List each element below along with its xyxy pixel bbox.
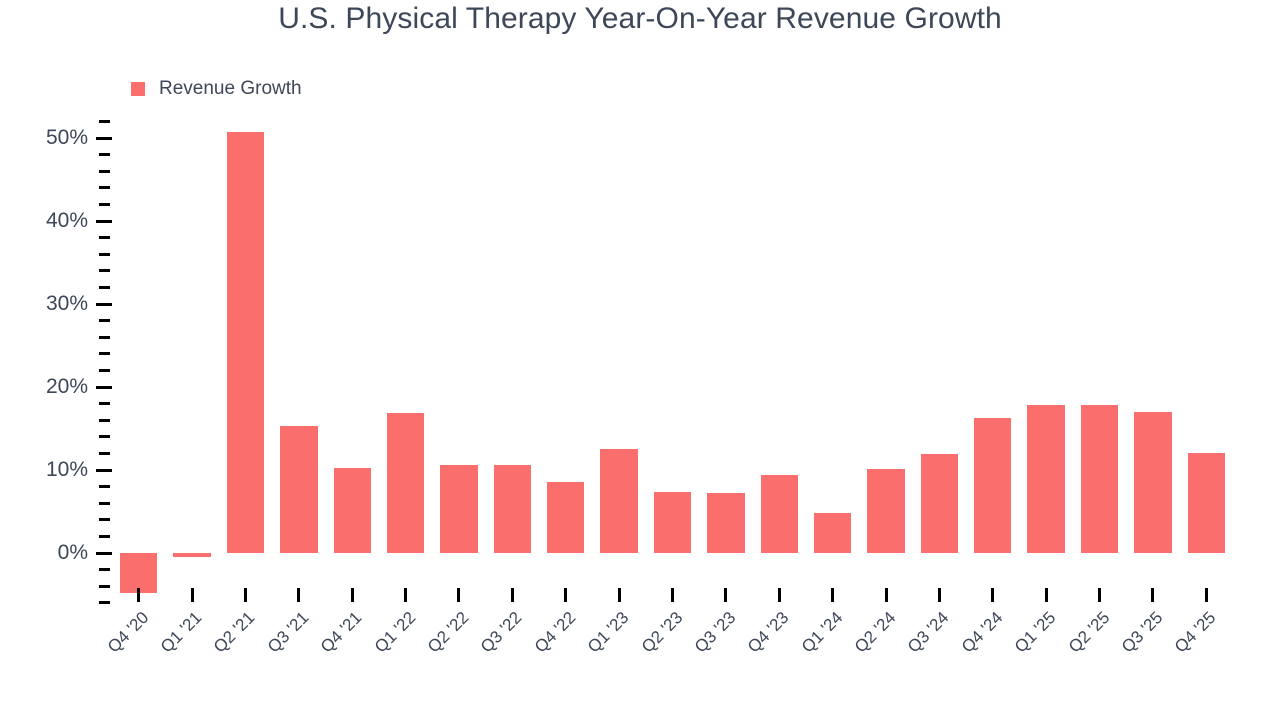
bar[interactable]: [1187, 452, 1225, 553]
y-axis-minor-tick: [99, 186, 110, 190]
bar[interactable]: [1080, 405, 1119, 553]
y-axis-minor-tick: [99, 501, 110, 505]
bar[interactable]: [1027, 405, 1065, 553]
y-axis-tick-label: 50%: [45, 126, 88, 149]
x-axis-tick: [937, 588, 941, 602]
y-axis-minor-tick: [99, 335, 110, 339]
y-axis-tick-label: 0%: [57, 541, 88, 564]
x-axis-tick: [137, 588, 141, 602]
x-axis-tick-label: Q2 '24: [850, 608, 900, 657]
x-axis-tick-label: Q3 '25: [1117, 608, 1167, 657]
bar[interactable]: [493, 465, 532, 553]
y-axis-tick-label: 10%: [45, 458, 88, 481]
bar[interactable]: [920, 454, 959, 553]
y-axis-major-tick: [96, 385, 112, 389]
y-axis-minor-tick: [99, 518, 110, 522]
x-axis-tick: [831, 588, 835, 602]
bar[interactable]: [120, 553, 158, 593]
y-axis-minor-tick: [99, 435, 110, 439]
y-axis-major-tick: [96, 136, 112, 140]
y-axis-minor-tick: [99, 485, 110, 489]
y-axis-minor-tick: [99, 202, 110, 206]
y-axis-major-tick: [96, 468, 112, 472]
y-axis-minor-tick: [99, 451, 110, 455]
x-axis-tick-label: Q4 '20: [103, 608, 153, 657]
y-axis-minor-tick: [99, 269, 110, 273]
y-axis-minor-tick: [99, 418, 110, 422]
bar[interactable]: [386, 412, 425, 553]
x-axis-tick: [564, 588, 568, 602]
x-axis-tick: [297, 588, 301, 602]
y-axis-major-tick: [96, 302, 112, 306]
x-axis-tick: [1098, 588, 1102, 602]
bar[interactable]: [653, 491, 692, 553]
y-axis-minor-tick: [99, 319, 110, 323]
x-axis-tick: [1151, 588, 1155, 602]
bar[interactable]: [760, 474, 798, 553]
bar[interactable]: [280, 426, 318, 553]
x-axis-tick: [777, 588, 781, 602]
x-axis-tick-label: Q1 '23: [584, 608, 633, 657]
y-axis-tick-label: 40%: [45, 209, 88, 232]
bar[interactable]: [600, 449, 638, 553]
x-axis-tick: [243, 588, 247, 602]
x-axis-tick-label: Q3 '23: [690, 608, 740, 657]
y-axis-minor-tick: [99, 368, 110, 372]
bar[interactable]: [867, 469, 905, 553]
y-axis-minor-tick: [99, 252, 110, 256]
bar[interactable]: [333, 468, 371, 553]
bar[interactable]: [440, 465, 478, 553]
x-axis-tick: [1204, 588, 1208, 602]
x-axis-tick: [404, 588, 408, 602]
y-axis-minor-tick: [99, 169, 110, 173]
legend-item-label: Revenue Growth: [159, 78, 302, 99]
y-axis-minor-tick: [99, 402, 110, 406]
x-axis-tick: [510, 588, 514, 602]
y-axis-minor-tick: [99, 534, 110, 538]
x-axis-tick: [457, 588, 461, 602]
x-axis-tick: [724, 588, 728, 602]
y-axis-major-tick: [96, 551, 112, 555]
y-axis-tick-label: 20%: [45, 375, 88, 398]
x-axis-tick-label: Q1 '25: [1011, 608, 1060, 657]
y-axis-minor-tick: [99, 601, 110, 605]
x-axis-tick: [671, 588, 674, 602]
bar[interactable]: [1134, 411, 1172, 553]
y-axis-minor-tick: [99, 568, 110, 572]
x-axis-tick-label: Q1 '21: [157, 608, 206, 657]
y-axis-minor-tick: [99, 236, 110, 240]
bar[interactable]: [173, 553, 211, 558]
y-axis-minor-tick: [99, 119, 110, 123]
y-axis-minor-tick: [99, 584, 110, 588]
chart-title: U.S. Physical Therapy Year-On-Year Reven…: [278, 2, 1002, 35]
x-axis-tick-label: Q2 '22: [423, 608, 473, 657]
bar[interactable]: [226, 132, 265, 553]
legend-color-swatch: [131, 82, 145, 96]
y-axis-minor-tick: [99, 153, 110, 157]
bar[interactable]: [813, 513, 852, 553]
bar[interactable]: [974, 417, 1012, 553]
x-axis-tick: [190, 588, 194, 602]
bar[interactable]: [707, 493, 745, 553]
y-axis-major-tick: [96, 219, 112, 223]
chart-legend: Revenue Growth: [131, 78, 302, 100]
y-axis-minor-tick: [99, 352, 110, 356]
x-axis-tick: [350, 588, 354, 602]
x-axis-tick: [884, 588, 888, 602]
x-axis-tick: [617, 588, 621, 602]
y-axis-tick-label: 30%: [45, 292, 88, 315]
bar[interactable]: [547, 482, 585, 553]
x-axis-tick: [991, 588, 995, 602]
y-axis-minor-tick: [99, 285, 110, 289]
x-axis-tick: [1044, 588, 1048, 602]
